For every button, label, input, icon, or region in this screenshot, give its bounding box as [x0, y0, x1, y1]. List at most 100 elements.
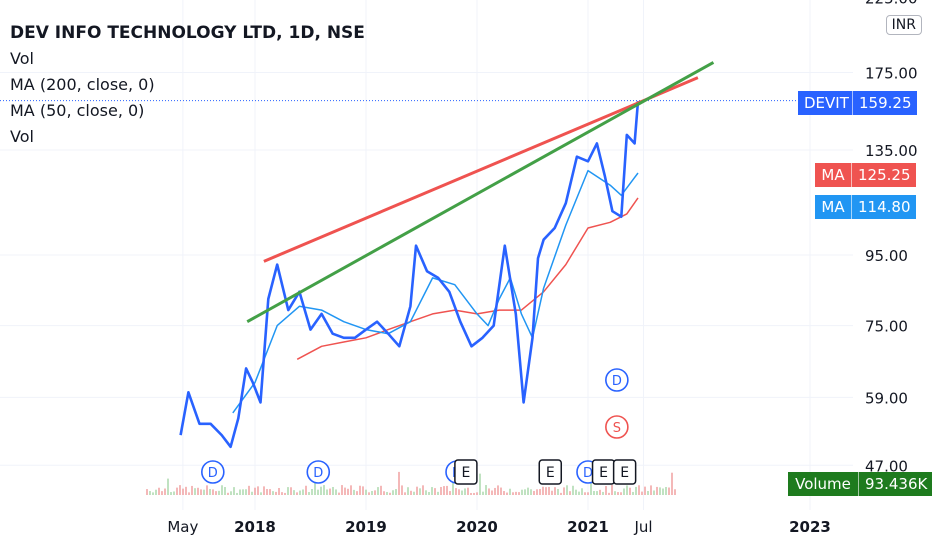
volume-bar	[425, 490, 427, 495]
volume-bar	[572, 485, 574, 495]
volume-bar	[407, 487, 409, 495]
volume-bar	[158, 487, 160, 495]
svg-text:D: D	[208, 466, 218, 481]
volume-bar	[563, 487, 565, 495]
ma-short-label: MA	[821, 166, 845, 184]
volume-bar	[584, 492, 586, 495]
volume-bar	[647, 491, 649, 495]
volume-bar	[164, 488, 166, 495]
volume-bar	[257, 486, 259, 495]
volume-bar	[263, 486, 265, 495]
volume-badge: Volume 93.436K	[788, 472, 932, 496]
volume-bar	[329, 488, 331, 495]
volume-bar	[308, 492, 310, 495]
volume-bar	[317, 489, 319, 495]
volume-bar	[170, 492, 172, 495]
volume-bar	[590, 478, 592, 495]
legend-ma200: MA (200, close, 0)	[10, 75, 155, 94]
volume-bar	[296, 492, 298, 495]
volume-bar	[200, 489, 202, 495]
volume-bar	[605, 486, 607, 495]
volume-bar	[626, 485, 628, 495]
volume-label: Volume	[795, 475, 851, 493]
dividend-marker-top[interactable]: D	[605, 368, 629, 392]
volume-bar	[452, 476, 454, 495]
volume-bar	[467, 487, 469, 495]
volume-bar	[242, 489, 244, 495]
volume-bar	[497, 485, 499, 495]
legend-vol: Vol	[10, 49, 34, 68]
volume-bar	[401, 485, 403, 495]
volume-bar	[161, 491, 163, 495]
svg-text:E: E	[620, 465, 629, 481]
volume-bar	[389, 492, 391, 495]
volume-bar	[359, 485, 361, 495]
earnings-marker-3[interactable]: E	[612, 459, 637, 485]
volume-bar	[515, 491, 517, 495]
volume-bar	[431, 487, 433, 495]
dividend-marker-0[interactable]: D	[201, 460, 225, 484]
volume-bar	[542, 486, 544, 495]
volume-bar	[152, 492, 154, 495]
volume-bar	[365, 489, 367, 495]
volume-bar	[374, 490, 376, 495]
volume-bar	[380, 485, 382, 495]
svg-text:E: E	[461, 465, 470, 481]
volume-bar	[578, 491, 580, 495]
volume-bar	[233, 487, 235, 495]
svg-text:D: D	[612, 374, 622, 389]
volume-bar	[326, 489, 328, 495]
price-tick-5: 59.00	[865, 389, 908, 407]
volume-bar	[293, 490, 295, 495]
volume-bar	[368, 492, 370, 495]
volume-bar	[443, 486, 445, 495]
trendline-green[interactable]	[246, 61, 715, 323]
volume-bar	[440, 486, 442, 495]
volume-bar	[551, 490, 553, 495]
volume-bar	[278, 488, 280, 495]
volume-bar	[350, 485, 352, 495]
volume-bar	[422, 485, 424, 495]
split-marker[interactable]: S	[605, 415, 629, 439]
time-tick-4: 2021	[567, 518, 609, 536]
earnings-marker-0[interactable]: E	[454, 459, 478, 485]
volume-bar	[398, 471, 400, 495]
svg-text:E: E	[546, 465, 555, 481]
time-tick-3: 2020	[456, 518, 498, 536]
volume-bar	[338, 492, 340, 495]
volume-bar	[287, 487, 289, 495]
volume-bar	[386, 491, 388, 495]
dividend-marker-1[interactable]: D	[306, 460, 331, 484]
volume-bar	[602, 491, 604, 495]
volume-bar	[155, 489, 157, 495]
volume-bar	[488, 488, 490, 495]
volume-bar	[530, 489, 532, 495]
volume-bar	[377, 487, 379, 495]
volume-bar	[482, 491, 484, 495]
volume-bar	[194, 488, 196, 495]
earnings-marker-2[interactable]: E	[591, 459, 616, 485]
volume-bar	[419, 488, 421, 495]
volume-bar	[212, 489, 214, 495]
price-tick-2: 135.00	[865, 142, 918, 160]
volume-bar	[548, 486, 550, 495]
volume-bar	[650, 485, 652, 495]
volume-bar	[281, 492, 283, 495]
volume-bar	[179, 485, 181, 495]
volume-bar	[665, 486, 667, 495]
volume-bar	[620, 492, 622, 495]
volume-bar	[446, 485, 448, 495]
trendline-red[interactable]	[263, 76, 699, 263]
volume-bar	[617, 492, 619, 495]
volume-bar	[428, 492, 430, 495]
earnings-marker-1[interactable]: E	[538, 459, 563, 485]
volume-bar	[245, 489, 247, 495]
currency-badge[interactable]: INR	[885, 15, 922, 35]
price-line	[179, 100, 640, 449]
volume-bar	[323, 485, 325, 495]
svg-text:E: E	[599, 465, 608, 481]
volume-bar	[176, 487, 178, 495]
price-tick-3: 95.00	[865, 247, 908, 265]
volume-bar	[599, 489, 601, 495]
